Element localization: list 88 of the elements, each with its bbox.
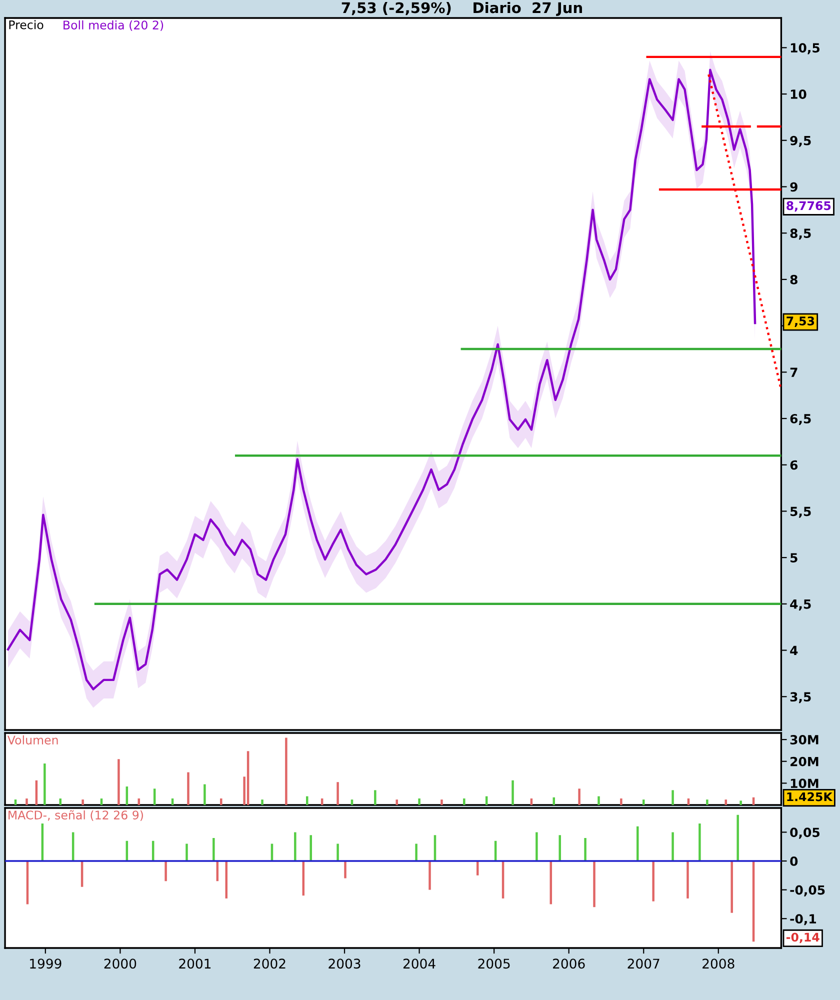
bar bbox=[118, 759, 120, 805]
bar bbox=[44, 764, 46, 805]
text: Boll media (20 2) bbox=[64, 20, 164, 31]
bar bbox=[212, 838, 215, 862]
y-tick-label: 8,5 bbox=[790, 228, 811, 240]
x-tick-label: 2007 bbox=[628, 958, 660, 969]
bar bbox=[440, 800, 443, 805]
bar bbox=[418, 798, 420, 805]
bar bbox=[374, 790, 376, 805]
bar bbox=[578, 788, 580, 805]
bar bbox=[512, 780, 514, 805]
bar bbox=[204, 784, 206, 805]
y-tick-label: 9 bbox=[790, 182, 798, 192]
bar bbox=[463, 798, 466, 805]
y-tick-label: -0,1 bbox=[790, 914, 816, 926]
bar bbox=[310, 835, 312, 862]
y-tick-label: 30M bbox=[790, 735, 818, 744]
x-tick-label: 1999 bbox=[30, 958, 62, 969]
bar bbox=[344, 861, 346, 878]
y-tick-label: 10M bbox=[790, 778, 818, 788]
bar bbox=[396, 800, 398, 805]
bar bbox=[14, 800, 17, 805]
series-label: Volumen bbox=[7, 735, 58, 744]
x-tick-label: 2000 bbox=[104, 958, 136, 969]
x-tick-label: 2005 bbox=[478, 958, 510, 969]
y-tick-label: 6,5 bbox=[790, 414, 811, 426]
bar bbox=[153, 788, 156, 805]
bar bbox=[261, 800, 264, 805]
bar bbox=[164, 861, 167, 882]
bar bbox=[306, 796, 308, 805]
bar bbox=[82, 800, 84, 805]
bar bbox=[584, 838, 586, 862]
bar bbox=[428, 861, 431, 890]
x-tick-label: 2006 bbox=[553, 958, 585, 969]
text: -0,14 bbox=[786, 932, 820, 944]
bar bbox=[220, 798, 222, 805]
bar bbox=[350, 800, 354, 805]
text: 7,53 bbox=[786, 316, 814, 327]
bar bbox=[706, 800, 708, 805]
bar bbox=[336, 782, 339, 805]
text: 1.425K bbox=[787, 792, 833, 802]
bar bbox=[736, 814, 739, 862]
y-tick-label: 10,5 bbox=[790, 43, 820, 54]
x-tick-label: 2002 bbox=[254, 958, 286, 969]
bar bbox=[642, 800, 645, 805]
bar bbox=[536, 832, 538, 862]
y-tick-label: 7 bbox=[790, 368, 798, 377]
bar bbox=[294, 832, 296, 862]
x-tick-label: 2001 bbox=[179, 958, 211, 969]
y-tick-label: 0,05 bbox=[790, 828, 820, 839]
bar bbox=[598, 796, 600, 805]
y-tick-label: 4,5 bbox=[790, 600, 811, 610]
bar bbox=[620, 798, 622, 805]
bar bbox=[672, 832, 674, 862]
y-tick-label: 0 bbox=[790, 856, 798, 866]
bar bbox=[336, 844, 339, 862]
bar bbox=[186, 844, 188, 862]
y-tick-label: 10 bbox=[790, 89, 806, 99]
bar bbox=[652, 861, 654, 902]
y-tick-label: -0,05 bbox=[790, 885, 825, 896]
y-tick-label: 9,5 bbox=[790, 136, 811, 147]
y-tick-label: 5,5 bbox=[790, 506, 811, 518]
bar bbox=[26, 798, 28, 805]
y-tick-label: 4 bbox=[790, 646, 798, 656]
bar bbox=[698, 824, 701, 862]
y-tick-label: 8 bbox=[790, 274, 798, 284]
x-tick-label: 2003 bbox=[328, 958, 360, 969]
y-tick-label: 3,5 bbox=[790, 692, 811, 704]
y-tick-label: 5 bbox=[790, 553, 798, 562]
bar bbox=[740, 800, 742, 805]
text: 8,7765 bbox=[786, 201, 831, 212]
bar bbox=[187, 772, 190, 805]
bar bbox=[724, 800, 727, 805]
annotation: Precio bbox=[9, 20, 44, 30]
x-tick-label: 2008 bbox=[702, 958, 734, 969]
bar bbox=[686, 861, 689, 898]
bar bbox=[730, 861, 733, 913]
bar bbox=[285, 738, 288, 805]
bar bbox=[415, 844, 418, 862]
bar bbox=[593, 861, 596, 908]
series-label: MACD-, señal (12 26 9) bbox=[8, 810, 143, 821]
bar bbox=[558, 835, 561, 862]
bar bbox=[672, 790, 674, 805]
y-tick-label: 20M bbox=[790, 756, 818, 766]
y-tick-label: 6 bbox=[790, 460, 798, 470]
x-tick-label: 2004 bbox=[403, 958, 436, 969]
chart-title: 7,53 (-2,59%) Diario 27 Jun bbox=[342, 2, 582, 16]
bar bbox=[636, 826, 639, 862]
